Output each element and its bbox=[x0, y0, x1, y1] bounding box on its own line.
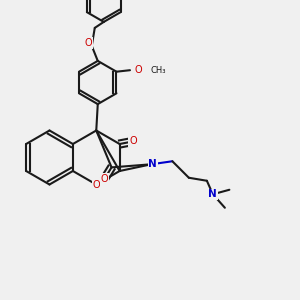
Text: O: O bbox=[85, 38, 93, 48]
Text: O: O bbox=[129, 136, 137, 146]
Text: O: O bbox=[135, 65, 142, 75]
Text: O: O bbox=[101, 174, 108, 184]
Text: N: N bbox=[148, 159, 157, 169]
Text: O: O bbox=[92, 179, 100, 190]
Text: CH₃: CH₃ bbox=[151, 66, 167, 75]
Text: N: N bbox=[208, 189, 217, 199]
